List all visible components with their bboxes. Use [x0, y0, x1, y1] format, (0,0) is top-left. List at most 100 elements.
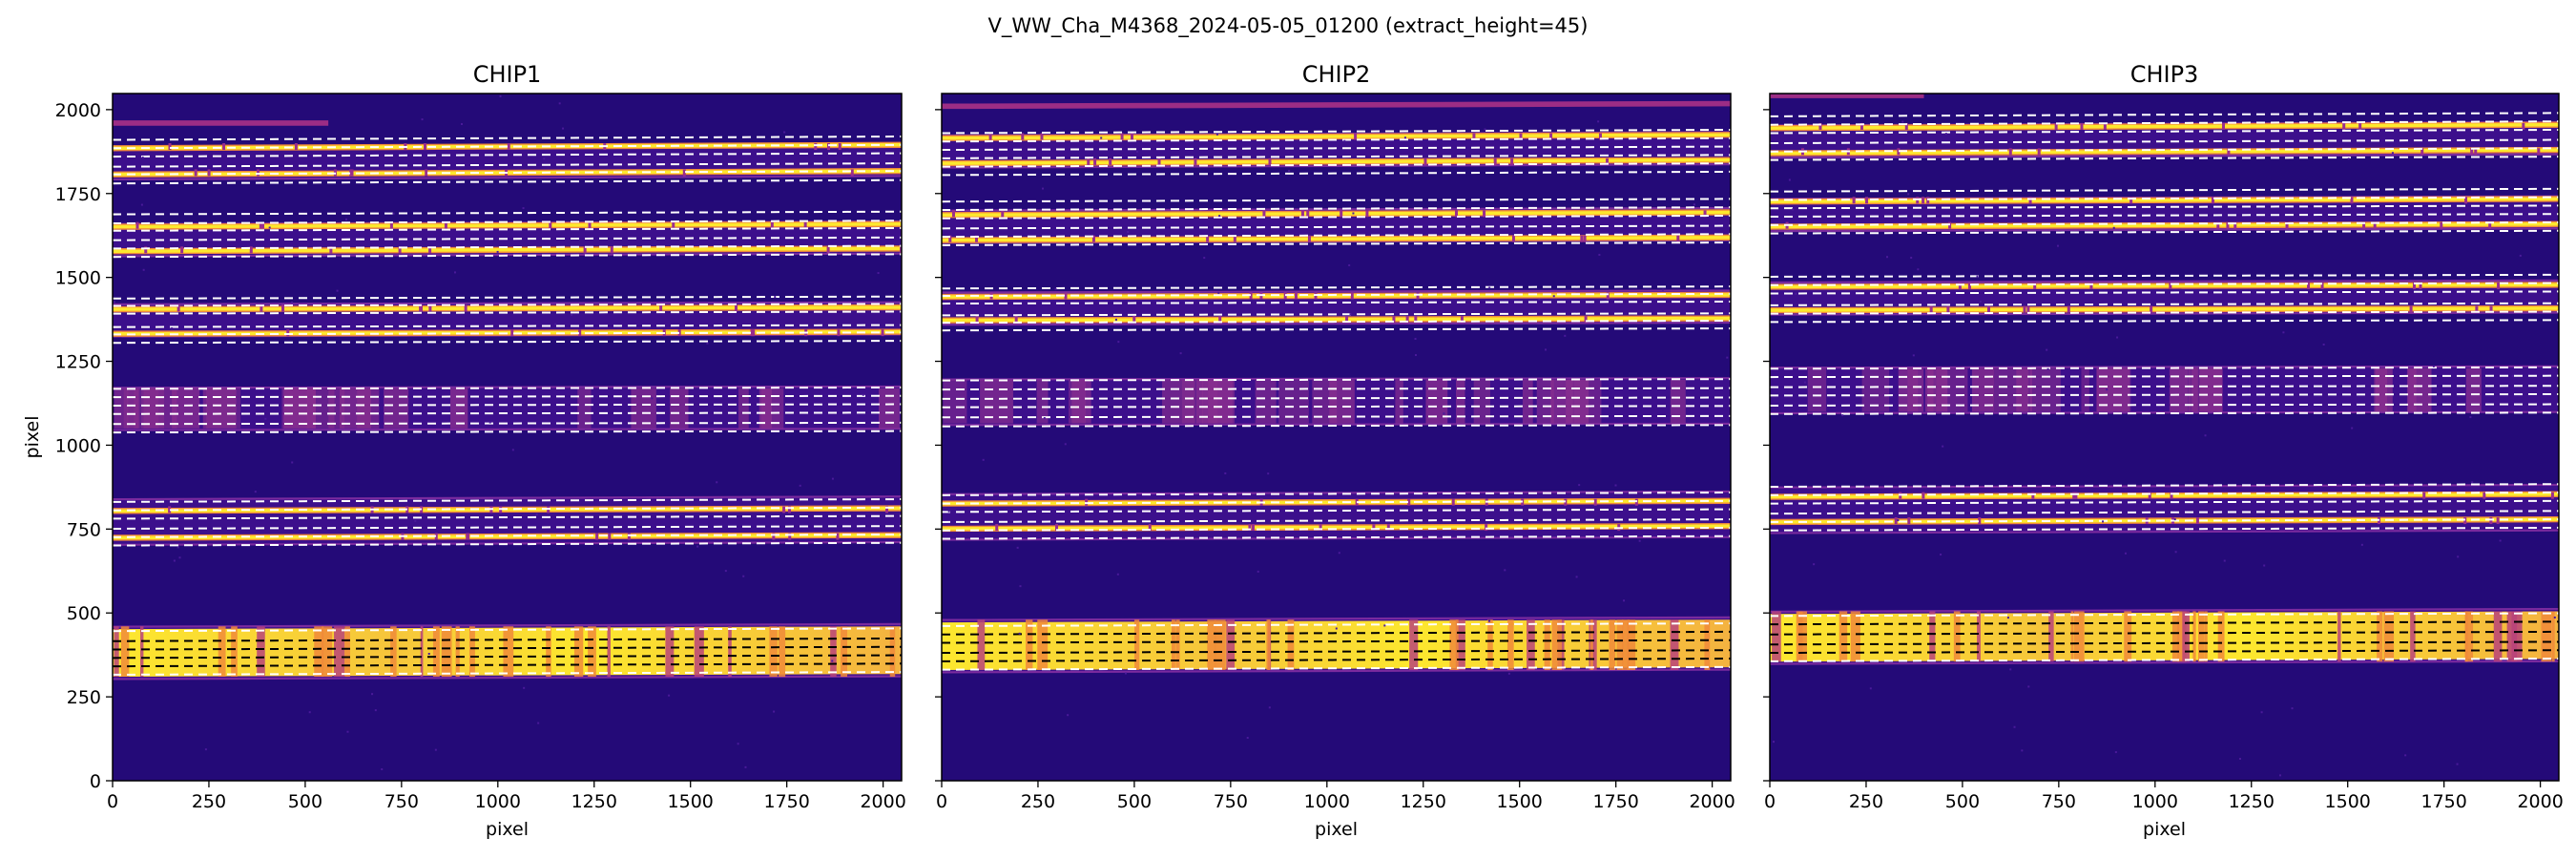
noise-pixel: [371, 693, 374, 696]
panel-title: CHIP3: [2130, 61, 2199, 88]
order-texture: [738, 388, 749, 429]
noise-pixel: [1067, 714, 1070, 717]
extraction-trace-line: [1770, 499, 2559, 505]
extraction-trace-line: [942, 128, 1731, 135]
line-gap: [2026, 305, 2030, 313]
noise-pixel: [2174, 551, 2177, 554]
line-gap: [1922, 492, 1925, 499]
line-gap: [1131, 133, 1134, 140]
noise-pixel: [554, 323, 557, 325]
x-tick-label: 250: [192, 791, 226, 812]
noise-pixel: [178, 556, 181, 559]
panel-title: CHIP2: [1302, 61, 1371, 88]
order-texture: [2081, 367, 2089, 412]
noise-pixel: [1484, 128, 1486, 131]
noise-pixel: [1917, 268, 1920, 271]
absorption-line: [2377, 611, 2383, 662]
extraction-trace-line: [1770, 310, 2559, 315]
line-gap: [975, 316, 979, 324]
echelle-order-1: [942, 100, 1731, 110]
line-gap: [349, 169, 353, 177]
extraction-trace-line: [1770, 147, 2559, 153]
line-gap: [1423, 157, 1427, 165]
absorption-line: [2182, 611, 2190, 662]
extraction-trace-line: [113, 541, 902, 547]
noise-pixel: [877, 272, 880, 275]
line-gap: [464, 304, 467, 312]
line-gap: [750, 329, 754, 337]
noise-pixel: [346, 730, 349, 733]
line-gap: [1350, 292, 1354, 300]
order-texture: [943, 379, 967, 424]
bright-trace-2: [942, 157, 1731, 165]
noise-pixel: [2116, 336, 2119, 339]
noise-pixel: [1901, 120, 1904, 123]
line-gap: [1054, 524, 1058, 532]
bright-trace-2: [1770, 306, 2559, 312]
line-gap: [974, 235, 978, 242]
absorption-line: [2464, 611, 2468, 662]
noise-pixel: [1135, 150, 1138, 153]
line-gap: [1087, 157, 1091, 165]
echelle-order-4: [113, 295, 902, 345]
noise-pixel: [1564, 334, 1567, 337]
line-gap: [1511, 235, 1515, 242]
line-gap: [1606, 157, 1610, 165]
noise-pixel: [1218, 215, 1221, 218]
absorption-line: [1796, 611, 1808, 662]
extraction-trace-line: [1770, 213, 2559, 219]
line-gap: [1014, 316, 1018, 324]
noise-pixel: [2056, 244, 2059, 247]
absorption-line: [2493, 611, 2503, 662]
noise-pixel: [2046, 348, 2048, 351]
line-gap: [466, 533, 469, 540]
line-gap: [836, 533, 840, 540]
extraction-trace-line: [942, 233, 1731, 239]
noise-pixel: [537, 722, 540, 724]
line-gap: [583, 246, 587, 254]
absorption-line: [1704, 619, 1711, 670]
absorption-line: [503, 626, 514, 678]
extraction-trace-line: [942, 649, 1731, 655]
order-texture: [1071, 379, 1091, 424]
absorption-line: [1226, 619, 1236, 670]
noise-pixel: [2238, 758, 2241, 761]
line-gap: [2488, 221, 2492, 229]
extraction-trace-line: [113, 627, 902, 633]
line-gap: [2358, 122, 2362, 130]
x-tick-label: 1250: [1401, 791, 1446, 812]
order-texture: [449, 388, 468, 429]
noise-pixel: [982, 458, 985, 461]
line-gap: [1703, 210, 1707, 218]
noise-pixel: [1575, 576, 1578, 578]
extraction-trace-line: [113, 514, 902, 520]
noise-pixel: [414, 519, 417, 522]
line-gap: [2150, 305, 2153, 313]
noise-pixel: [2457, 555, 2460, 558]
line-gap: [2216, 221, 2220, 229]
line-gap: [770, 221, 774, 229]
line-gap: [2169, 282, 2172, 289]
extraction-trace-line: [942, 162, 1731, 168]
noise-pixel: [706, 342, 709, 345]
order-body: [1770, 281, 2559, 314]
noise-pixel: [1335, 627, 1338, 630]
order-texture: [1924, 367, 1934, 412]
noise-pixel: [1488, 286, 1491, 289]
noise-pixel: [2282, 331, 2285, 334]
bright-trace-1: [942, 133, 1731, 140]
x-tick-label: 1250: [571, 791, 617, 812]
noise-pixel: [558, 102, 561, 105]
order-texture: [2465, 367, 2482, 412]
absorption-line: [1487, 619, 1493, 670]
line-gap: [135, 221, 139, 229]
order-texture: [1395, 379, 1403, 424]
extraction-trace-line: [1770, 518, 2559, 523]
order-texture: [577, 388, 592, 429]
noise-pixel: [2173, 518, 2176, 521]
noise-pixel: [1897, 519, 1900, 522]
noise-pixel: [716, 481, 718, 484]
noise-pixel: [783, 131, 786, 134]
line-gap: [787, 506, 791, 513]
noise-pixel: [2519, 254, 2522, 257]
